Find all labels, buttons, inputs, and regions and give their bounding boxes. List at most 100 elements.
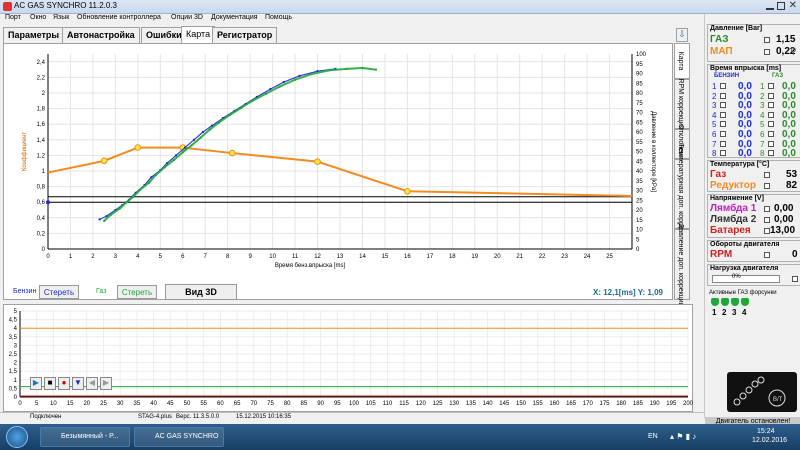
menu-help[interactable]: Помощь <box>265 14 293 21</box>
petrol-injector-checkbox[interactable] <box>720 92 726 99</box>
map-chart[interactable]: 0 1 2 3 4 5 6 7 8 9 10 11 12 13 14 15 16 17 18 19 20 21 22 23 24… <box>4 44 674 284</box>
gas-injector-checkbox[interactable] <box>768 131 774 137</box>
side-tab-deviation[interactable]: Отклонение <box>674 124 690 164</box>
petrol-injector-checkbox[interactable] <box>720 83 726 89</box>
taskbar-item-paint[interactable]: Безымянный - P... <box>40 427 130 447</box>
map-pressure-checkbox[interactable] <box>764 49 770 55</box>
petrol-injection-value: 0,0 <box>738 129 752 140</box>
gas-data-point <box>190 144 193 147</box>
prev-icon[interactable]: ◀ <box>86 377 98 390</box>
x-tick-label: 6 <box>181 254 185 260</box>
gas-injector-checkbox[interactable] <box>768 92 774 99</box>
correction-point <box>228 149 236 157</box>
filter-icon[interactable]: ▼ <box>72 377 84 390</box>
recorder-chart[interactable]: 0 5 10 15 20 25 30 35 40 45 50 55 60 65 70 75 80 85 90 95 10… <box>4 305 694 413</box>
petrol-injector-checkbox[interactable] <box>720 140 726 147</box>
tab-errors[interactable]: Ошибки <box>141 27 187 43</box>
recorder-x-tick: 120 <box>416 401 427 407</box>
maximize-icon[interactable] <box>777 2 785 10</box>
tab-recorder[interactable]: Регистратор <box>212 27 278 43</box>
clear-petrol-button[interactable]: Стереть <box>39 285 79 299</box>
gas-trend-line <box>103 67 377 222</box>
tab-parameters[interactable]: Параметры <box>3 27 65 43</box>
recorder-x-tick: 0 <box>18 401 22 407</box>
gas-injector-checkbox[interactable] <box>768 83 774 89</box>
y-left-tick-label: 1,2 <box>37 153 46 159</box>
gas-data-point <box>125 201 128 204</box>
gas-injector-checkbox[interactable] <box>768 150 774 157</box>
recorder-y-tick: 0,5 <box>9 386 18 392</box>
tab-autocalibration[interactable]: Автонастройка <box>62 27 140 43</box>
reducer-temp-checkbox[interactable] <box>764 183 770 189</box>
side-tab-rpm-correction[interactable]: RPM коррекция <box>674 79 690 130</box>
pressure-group: Давление [Bar] ГАЗ 1,15 МАП 0,22 ⚲ <box>707 24 800 62</box>
rpm-label: RPM <box>710 249 733 260</box>
play-icon[interactable]: ▶ <box>30 377 42 390</box>
stop-icon[interactable]: ■ <box>44 377 56 390</box>
gas-injection-value: 0,0 <box>782 138 796 150</box>
petrol-injector-checkbox[interactable] <box>720 102 726 109</box>
recorder-x-tick: 10 <box>50 401 57 407</box>
y-right-tick-label: 5 <box>636 237 640 243</box>
chart-toolbar: Бензин Стереть Газ Стереть Вид 3D X: 12,… <box>3 284 673 301</box>
clear-gas-button[interactable]: Стереть <box>117 285 157 299</box>
battery-checkbox[interactable] <box>764 228 770 234</box>
x-tick-label: 21 <box>516 254 523 260</box>
gas-injector-checkbox[interactable] <box>768 140 774 147</box>
gas-injector-checkbox[interactable] <box>768 102 774 109</box>
menu-3d-options[interactable]: Опции 3D <box>171 14 203 21</box>
gas-temp-checkbox[interactable] <box>764 172 770 178</box>
start-button[interactable] <box>6 426 28 448</box>
recorder-y-tick: 3,5 <box>9 335 18 341</box>
close-icon[interactable]: ✕ <box>788 0 797 11</box>
gas-injector-checkbox[interactable] <box>768 111 774 118</box>
side-tab-pressure-correction[interactable]: Давление доп. коррекции <box>674 223 690 306</box>
recorder-y-tick: 2 <box>14 361 18 367</box>
pin-icon[interactable]: ⚲ <box>790 46 797 56</box>
injection-group: Время впрыска [ms] БЕНЗИН ГАЗ 1 0,0 1 0,… <box>707 64 800 159</box>
gas-injector-checkbox[interactable] <box>768 121 774 128</box>
y-left-axis-label: Коэффициент <box>22 132 28 172</box>
dial-icon: B/T <box>733 376 786 407</box>
menu-update-controller[interactable]: Обновление контроллера <box>77 14 161 21</box>
recorder-x-tick: 85 <box>301 401 308 407</box>
tab-map[interactable]: Карта <box>181 26 216 43</box>
y-right-tick-label: 95 <box>636 62 643 68</box>
menu-window[interactable]: Окно <box>30 14 47 21</box>
language-indicator[interactable]: EN <box>648 433 658 440</box>
taskbar-item-acgas[interactable]: AC GAS SYNCHRO <box>134 427 224 447</box>
map-pressure-label: МАП <box>710 46 733 57</box>
lambda1-label: Лямбда 1 <box>710 203 757 214</box>
pin-icon[interactable]: ⇩ <box>676 28 688 42</box>
load-checkbox[interactable] <box>792 276 798 282</box>
minimize-icon[interactable] <box>766 2 774 10</box>
view-3d-button[interactable]: Вид 3D <box>165 284 237 300</box>
tray-icons[interactable]: ▴ ⚑ ▮ ♪ <box>670 432 697 441</box>
record-icon[interactable]: ● <box>58 377 70 390</box>
recorder-y-tick: 0 <box>14 395 18 401</box>
petrol-injector-number: 1 <box>712 82 717 91</box>
petrol-injector-checkbox[interactable] <box>720 121 726 128</box>
recorder-x-tick: 150 <box>516 401 527 407</box>
load-group: Нагрузка двигателя 0% <box>707 264 800 286</box>
lambda2-checkbox[interactable] <box>764 217 770 223</box>
rpm-checkbox[interactable] <box>764 252 770 258</box>
next-icon[interactable]: ▶ <box>100 377 112 390</box>
menu-documentation[interactable]: Документация <box>211 14 258 21</box>
engine-status: Двигатель остановлен! <box>705 417 800 427</box>
gas-injection-value: 0,0 <box>782 109 796 121</box>
load-value: 0% <box>732 274 741 280</box>
petrol-injector-checkbox[interactable] <box>720 150 726 157</box>
petrol-injection-value: 0,0 <box>738 81 752 92</box>
petrol-injector-checkbox[interactable] <box>720 111 726 118</box>
side-tab-temperature-correction[interactable]: Температурная доп. коррекция <box>674 143 690 245</box>
lambda1-checkbox[interactable] <box>764 206 770 212</box>
petrol-injector-number: 7 <box>712 139 717 149</box>
recorder-x-tick: 160 <box>549 401 560 407</box>
gas-pressure-checkbox[interactable] <box>764 37 770 43</box>
temperature-group: Температура [°C] Газ 53 Редуктор 82 <box>707 160 800 192</box>
menu-port[interactable]: Порт <box>5 14 21 21</box>
petrol-injector-checkbox[interactable] <box>720 131 726 137</box>
menu-language[interactable]: Язык <box>53 14 70 21</box>
side-tab-map[interactable]: Карта <box>674 43 690 79</box>
